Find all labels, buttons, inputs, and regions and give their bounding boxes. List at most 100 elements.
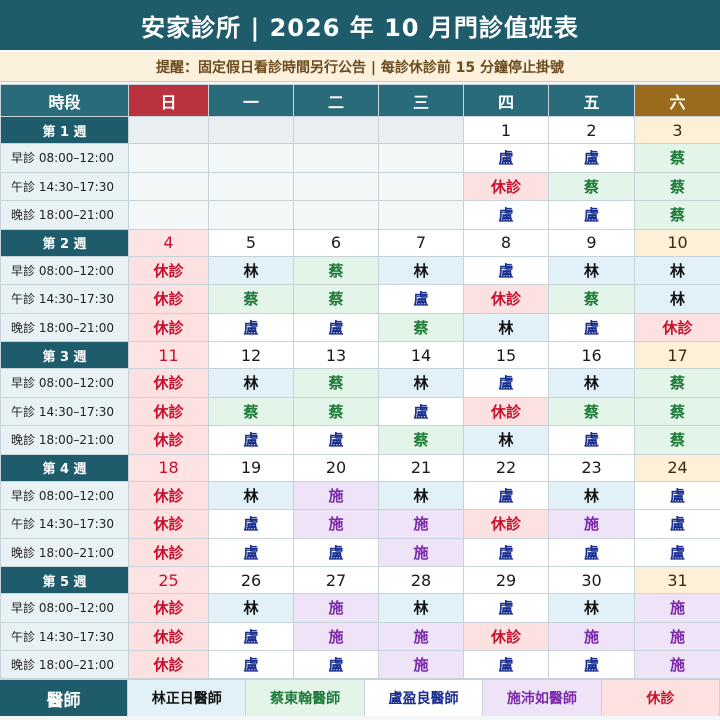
legend-item-shi: 施沛如醫師 — [483, 680, 602, 716]
slot-label: 午診 14:30–17:30 — [0, 284, 129, 314]
week-label: 第 2 週 — [0, 228, 129, 257]
shift-cell-shi: 施 — [548, 621, 635, 651]
week-label: 第 1 週 — [0, 116, 129, 144]
shift-cell-cai: 蔡 — [293, 396, 379, 426]
shift-cell-lin: 林 — [548, 480, 635, 510]
shift-cell-lin: 林 — [463, 312, 549, 342]
slot-label: 晚診 18:00–21:00 — [0, 537, 129, 567]
week-header-row: 第 2 週 4 5 6 7 8 9 10 — [0, 228, 720, 257]
date-cell: 10 — [634, 228, 720, 257]
shift-cell-shi: 施 — [378, 509, 464, 539]
shift-cell-lu: 盧 — [548, 312, 635, 342]
date-cell: 17 — [634, 341, 720, 369]
empty-cell — [378, 200, 464, 230]
shift-cell-lu: 盧 — [208, 650, 294, 680]
shift-cell-cai: 蔡 — [548, 396, 635, 426]
date-cell: 25 — [128, 566, 209, 594]
slot-row: 午診 14:30–17:30 休診蔡蔡 — [0, 171, 720, 201]
week-header-row: 第 5 週 25 26 27 28 29 30 31 — [0, 566, 720, 594]
shift-cell-lu: 盧 — [634, 509, 720, 539]
notice-banner: 提醒：固定假日看診時間另行公告 | 每診休診前 15 分鐘停止掛號 — [0, 52, 720, 82]
date-cell: 3 — [634, 116, 720, 144]
shift-cell-lu: 盧 — [208, 509, 294, 539]
shift-cell-shi: 施 — [634, 593, 720, 623]
shift-cell-cai: 蔡 — [208, 284, 294, 314]
shift-cell-off: 休診 — [463, 509, 549, 539]
shift-cell-off: 休診 — [128, 284, 209, 314]
week-label: 第 4 週 — [0, 453, 129, 482]
slot-label: 午診 14:30–17:30 — [0, 621, 129, 651]
slot-label: 晚診 18:00–21:00 — [0, 200, 129, 230]
slot-row: 午診 14:30–17:30 休診盧施施休診施施 — [0, 621, 720, 651]
shift-cell-lu: 盧 — [208, 425, 294, 455]
slot-label: 早診 08:00–12:00 — [0, 593, 129, 623]
date-cell: 12 — [208, 341, 294, 369]
shift-cell-lin: 林 — [634, 284, 720, 314]
shift-cell-lu: 盧 — [293, 650, 379, 680]
shift-cell-lu: 盧 — [548, 537, 635, 567]
shift-cell-cai: 蔡 — [548, 171, 635, 201]
shift-cell-shi: 施 — [293, 621, 379, 651]
shift-cell-off: 休診 — [128, 255, 209, 285]
shift-cell-lin: 林 — [463, 425, 549, 455]
slot-label: 晚診 18:00–21:00 — [0, 425, 129, 455]
empty-cell — [293, 171, 379, 201]
header-row: 時段 日 一 二 三 四 五 六 — [0, 84, 720, 117]
slot-row: 早診 08:00–12:00 休診林蔡林盧林林 — [0, 255, 720, 285]
date-cell: 21 — [378, 453, 464, 482]
page-title: 安家診所 | 2026 年 10 月門診值班表 — [0, 0, 720, 50]
empty-cell — [128, 200, 209, 230]
schedule-body: 第 1 週 1 2 3 早診 08:00–12:00 盧盧蔡午診 14:30–17:30 休… — [0, 116, 720, 680]
shift-cell-off: 休診 — [128, 312, 209, 342]
empty-cell — [208, 171, 294, 201]
shift-cell-cai: 蔡 — [634, 171, 720, 201]
slot-row: 午診 14:30–17:30 休診蔡蔡盧休診蔡林 — [0, 284, 720, 314]
date-cell: 30 — [548, 566, 635, 594]
date-cell: 20 — [293, 453, 379, 482]
date-cell: 16 — [548, 341, 635, 369]
slot-row: 晚診 18:00–21:00 盧盧蔡 — [0, 200, 720, 230]
slot-row: 晚診 18:00–21:00 休診盧盧蔡林盧蔡 — [0, 425, 720, 455]
week-header-row: 第 3 週 11 12 13 14 15 16 17 — [0, 341, 720, 369]
shift-cell-lu: 盧 — [463, 200, 549, 230]
slot-row: 晚診 18:00–21:00 休診盧盧蔡林盧休診 — [0, 312, 720, 342]
date-cell: 28 — [378, 566, 464, 594]
shift-cell-off: 休診 — [128, 650, 209, 680]
shift-cell-lin: 林 — [378, 255, 464, 285]
week-label: 第 5 週 — [0, 566, 129, 594]
shift-cell-shi: 施 — [634, 650, 720, 680]
empty-cell — [208, 200, 294, 230]
shift-cell-off: 休診 — [128, 425, 209, 455]
shift-cell-cai: 蔡 — [634, 200, 720, 230]
shift-cell-shi: 施 — [378, 621, 464, 651]
shift-cell-lin: 林 — [548, 593, 635, 623]
shift-cell-lin: 林 — [548, 255, 635, 285]
slot-row: 午診 14:30–17:30 休診蔡蔡盧休診蔡蔡 — [0, 396, 720, 426]
shift-cell-cai: 蔡 — [634, 143, 720, 173]
shift-cell-lin: 林 — [548, 368, 635, 398]
slot-row: 晚診 18:00–21:00 休診盧盧施盧盧施 — [0, 650, 720, 680]
slot-row: 早診 08:00–12:00 休診林蔡林盧林蔡 — [0, 368, 720, 398]
empty-cell — [208, 143, 294, 173]
slot-row: 午診 14:30–17:30 休診盧施施休診施盧 — [0, 509, 720, 539]
date-cell — [128, 116, 209, 144]
legend-item-off: 休診 — [601, 680, 720, 716]
shift-cell-cai: 蔡 — [378, 312, 464, 342]
empty-cell — [293, 200, 379, 230]
header-day-sat: 六 — [634, 84, 720, 117]
date-cell: 9 — [548, 228, 635, 257]
header-slot: 時段 — [0, 84, 129, 117]
slot-label: 晚診 18:00–21:00 — [0, 312, 129, 342]
shift-cell-lu: 盧 — [208, 621, 294, 651]
empty-cell — [293, 143, 379, 173]
date-cell: 31 — [634, 566, 720, 594]
date-cell: 13 — [293, 341, 379, 369]
date-cell: 6 — [293, 228, 379, 257]
header-day-sun: 日 — [128, 84, 209, 117]
shift-cell-shi: 施 — [634, 621, 720, 651]
slot-row: 早診 08:00–12:00 休診林施林盧林施 — [0, 593, 720, 623]
header-day-thu: 四 — [463, 84, 549, 117]
shift-cell-lu: 盧 — [463, 480, 549, 510]
shift-cell-lu: 盧 — [548, 143, 635, 173]
